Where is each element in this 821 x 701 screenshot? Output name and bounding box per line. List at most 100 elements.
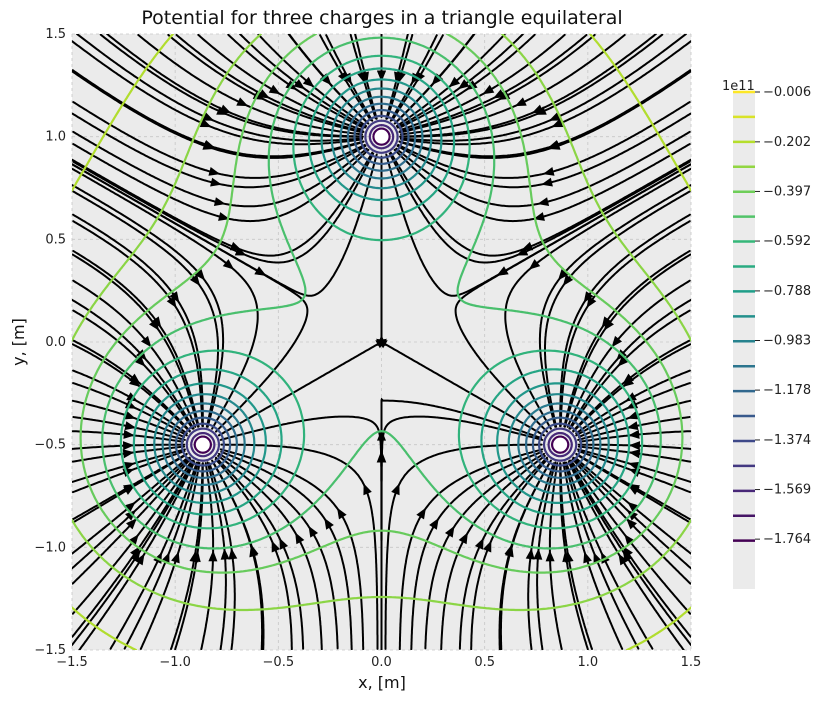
streamline-arrow — [514, 97, 527, 107]
streamline-arrow — [194, 269, 206, 281]
x-tick-label: 0.5 — [474, 655, 495, 670]
charges — [193, 127, 570, 454]
x-tick-label: 1.5 — [681, 655, 702, 670]
y-tick-label: 1.5 — [45, 27, 66, 42]
x-axis-label: x, [m] — [358, 673, 406, 692]
streamline-arrow — [308, 525, 319, 538]
streamline-arrow — [210, 177, 222, 187]
colorbar-exponent: 1e11 — [722, 79, 755, 94]
charge — [372, 127, 391, 146]
streamline-arrow — [249, 544, 259, 557]
streamline-arrow — [626, 421, 639, 431]
streamline-arrow — [528, 259, 541, 270]
contour-line — [153, 87, 610, 495]
x-tick-label: −0.5 — [263, 655, 295, 670]
streamline-arrow — [254, 266, 267, 276]
streamline-arrow — [302, 76, 315, 88]
streamline-arrow — [363, 483, 372, 496]
streamline-arrow — [222, 259, 235, 270]
contour-line — [119, 54, 644, 530]
streamline-arrow — [458, 532, 468, 545]
streamline-arrow — [627, 501, 639, 513]
streamline-arrow — [125, 518, 137, 530]
streamline-arrow — [134, 355, 146, 367]
streamline-arrow — [541, 177, 553, 187]
streamline-arrow — [208, 167, 221, 176]
streamline-arrow — [626, 518, 638, 530]
streamline-arrow — [293, 79, 306, 90]
streamline-arrow — [444, 525, 455, 538]
streamline-arrow — [551, 118, 564, 128]
contour-line — [190, 124, 573, 458]
streamline-arrow — [504, 544, 514, 557]
streamline-arrow — [603, 319, 614, 331]
streamline-arrow — [337, 71, 348, 84]
streamline-arrow — [611, 335, 623, 348]
streamline-arrow — [171, 551, 180, 564]
streamline-arrow — [122, 441, 135, 451]
streamline-arrow — [279, 537, 289, 550]
colorbar-tick-label: −1.178 — [763, 383, 811, 398]
colorbar-tick-label: −0.983 — [763, 334, 811, 349]
contour-line — [144, 78, 619, 504]
streamline-arrow — [320, 73, 332, 86]
streamline-arrow — [169, 291, 180, 303]
streamline-arrow — [583, 551, 592, 564]
streamline-arrow — [415, 71, 426, 84]
streamline-arrow — [542, 167, 555, 176]
streamline-arrow — [416, 507, 426, 520]
streamline-arrow — [213, 197, 226, 206]
streamline-arrow — [208, 550, 218, 562]
contour-line — [174, 109, 589, 473]
colorbar-ticks: −0.006 −0.202 −0.397 −0.592 −0.788 −0.983 −1.1… — [755, 85, 811, 547]
y-tick-label: 1.0 — [45, 130, 66, 145]
x-axis-ticks: −1.5 −1.0 −0.5 0.0 0.5 1.0 1.5 — [56, 655, 701, 670]
streamline-arrow — [429, 517, 439, 530]
contour-line — [161, 95, 602, 486]
streamline-arrow — [624, 534, 635, 546]
chart-title: Potential for three charges in a triangl… — [141, 7, 622, 29]
streamline-arrow — [622, 546, 633, 558]
streamline-arrow — [228, 548, 238, 560]
streamline-arrow — [496, 266, 509, 276]
streamline-arrow — [149, 319, 160, 331]
streamline-arrow — [562, 274, 574, 286]
streamline-arrow — [482, 540, 492, 553]
streamline-arrow — [130, 546, 141, 558]
streamline-arrow — [128, 376, 141, 387]
streamline-arrow — [337, 507, 347, 520]
colorbar-level-lines — [733, 90, 755, 542]
streamline-arrow — [229, 241, 242, 251]
streamline-arrow — [474, 537, 484, 550]
streamline-arrow — [295, 532, 305, 545]
x-tick-label: −1.0 — [159, 655, 191, 670]
streamline-arrow — [216, 106, 229, 115]
streamline-arrow — [220, 548, 230, 560]
contour-line — [185, 119, 578, 462]
streamline-arrow — [493, 89, 505, 99]
streamline-arrow — [203, 139, 216, 149]
streamline-arrow — [268, 84, 281, 95]
contour-line — [79, 34, 684, 574]
colorbar-tick-label: −0.202 — [763, 135, 811, 150]
streamline-arrow — [391, 483, 400, 496]
streamline-arrow — [140, 335, 152, 348]
streamline-arrow — [628, 449, 641, 459]
streamline-arrow — [126, 392, 138, 402]
streamline-arrow — [448, 76, 461, 88]
streamline-arrow — [191, 550, 201, 563]
colorbar-tick-label: −0.006 — [763, 85, 811, 100]
colorbar-tick-label: −0.788 — [763, 284, 811, 299]
streamline-arrow — [534, 106, 547, 115]
colorbar-tick-label: −0.397 — [763, 184, 811, 199]
streamline-arrow — [134, 553, 145, 566]
y-tick-label: −1.0 — [34, 540, 66, 555]
streamline-arrow — [199, 118, 212, 128]
streamline-arrow — [626, 509, 638, 521]
streamline-arrow — [583, 291, 594, 303]
streamline-arrow — [324, 517, 334, 530]
streamline-arrow — [124, 421, 137, 431]
streamline-arrow — [431, 73, 443, 86]
x-tick-label: 1.0 — [577, 655, 598, 670]
streamline-arrow — [377, 70, 386, 82]
